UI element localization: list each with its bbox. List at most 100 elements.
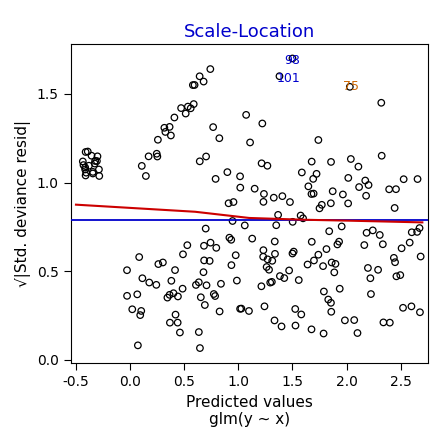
Point	[336, 238, 343, 245]
Point	[213, 244, 220, 251]
Point	[386, 319, 393, 326]
Text: 75: 75	[344, 80, 359, 93]
Point	[96, 172, 103, 179]
Point	[323, 245, 330, 253]
Point	[341, 317, 348, 324]
Point	[397, 272, 404, 279]
Point	[164, 294, 171, 301]
Point	[178, 105, 185, 112]
Point	[187, 105, 194, 112]
Point	[392, 186, 400, 193]
Point	[315, 136, 322, 144]
Point	[325, 228, 333, 235]
Point	[202, 153, 209, 160]
Point	[166, 291, 173, 299]
Point	[281, 275, 288, 282]
Point	[226, 234, 233, 241]
Point	[236, 305, 243, 312]
Point	[238, 305, 245, 312]
Point	[95, 166, 102, 173]
Point	[237, 184, 244, 191]
Point	[310, 175, 317, 183]
Point	[129, 306, 136, 313]
Point	[305, 183, 312, 190]
Point	[275, 211, 282, 218]
Point	[166, 123, 173, 130]
Point	[192, 281, 199, 288]
Point	[138, 307, 145, 315]
Point	[295, 276, 302, 284]
Point	[172, 267, 179, 274]
Point	[154, 136, 161, 143]
Point	[328, 259, 335, 266]
Point	[277, 272, 284, 280]
Text: 101: 101	[276, 71, 300, 85]
Point	[354, 330, 361, 337]
Point	[336, 285, 343, 292]
Y-axis label: √|Std. deviance resid|: √|Std. deviance resid|	[15, 120, 31, 288]
Point	[268, 278, 275, 285]
Point	[367, 291, 374, 298]
Point	[195, 279, 202, 286]
Point	[82, 172, 89, 179]
Point	[251, 185, 258, 192]
Point	[137, 311, 144, 319]
Point	[260, 190, 267, 198]
Point	[216, 135, 223, 142]
Point	[351, 317, 358, 324]
Point	[82, 164, 89, 171]
Point	[168, 277, 175, 284]
Point	[340, 191, 347, 198]
Point	[260, 198, 267, 206]
Point	[232, 252, 239, 259]
Point	[408, 303, 415, 310]
Point	[278, 323, 285, 330]
Point	[201, 302, 208, 309]
Point	[209, 124, 217, 131]
Point	[269, 257, 276, 264]
Point	[332, 260, 339, 268]
Point	[176, 329, 183, 336]
Point	[258, 283, 265, 290]
Point	[417, 253, 424, 260]
Point	[136, 253, 143, 260]
Point	[91, 160, 98, 167]
Point	[153, 150, 160, 157]
Point	[228, 262, 235, 269]
Point	[139, 275, 146, 282]
Point	[398, 245, 405, 252]
Point	[272, 250, 279, 257]
Point	[162, 128, 169, 136]
Point	[249, 235, 256, 242]
Point	[393, 273, 400, 280]
Point	[289, 250, 296, 257]
Point	[236, 173, 243, 180]
Point	[416, 225, 423, 232]
Point	[170, 290, 177, 297]
Point	[261, 303, 268, 310]
Point	[316, 205, 323, 212]
Point	[292, 305, 299, 312]
Point	[289, 55, 296, 62]
Point	[225, 200, 232, 207]
Point	[271, 238, 278, 245]
Point	[184, 241, 191, 249]
Point	[201, 257, 208, 264]
Point	[310, 257, 318, 264]
Point	[155, 260, 162, 268]
Point	[159, 259, 166, 266]
Point	[86, 162, 93, 169]
Point	[207, 66, 214, 73]
Point	[276, 73, 283, 80]
Point	[363, 192, 370, 199]
Point	[264, 162, 271, 169]
Point	[320, 330, 327, 337]
Point	[364, 264, 371, 272]
Point	[416, 309, 423, 316]
Point	[345, 175, 352, 182]
Point	[90, 170, 97, 177]
Point	[279, 193, 286, 200]
Point	[329, 188, 336, 195]
Point	[182, 110, 189, 117]
Point	[365, 182, 372, 189]
